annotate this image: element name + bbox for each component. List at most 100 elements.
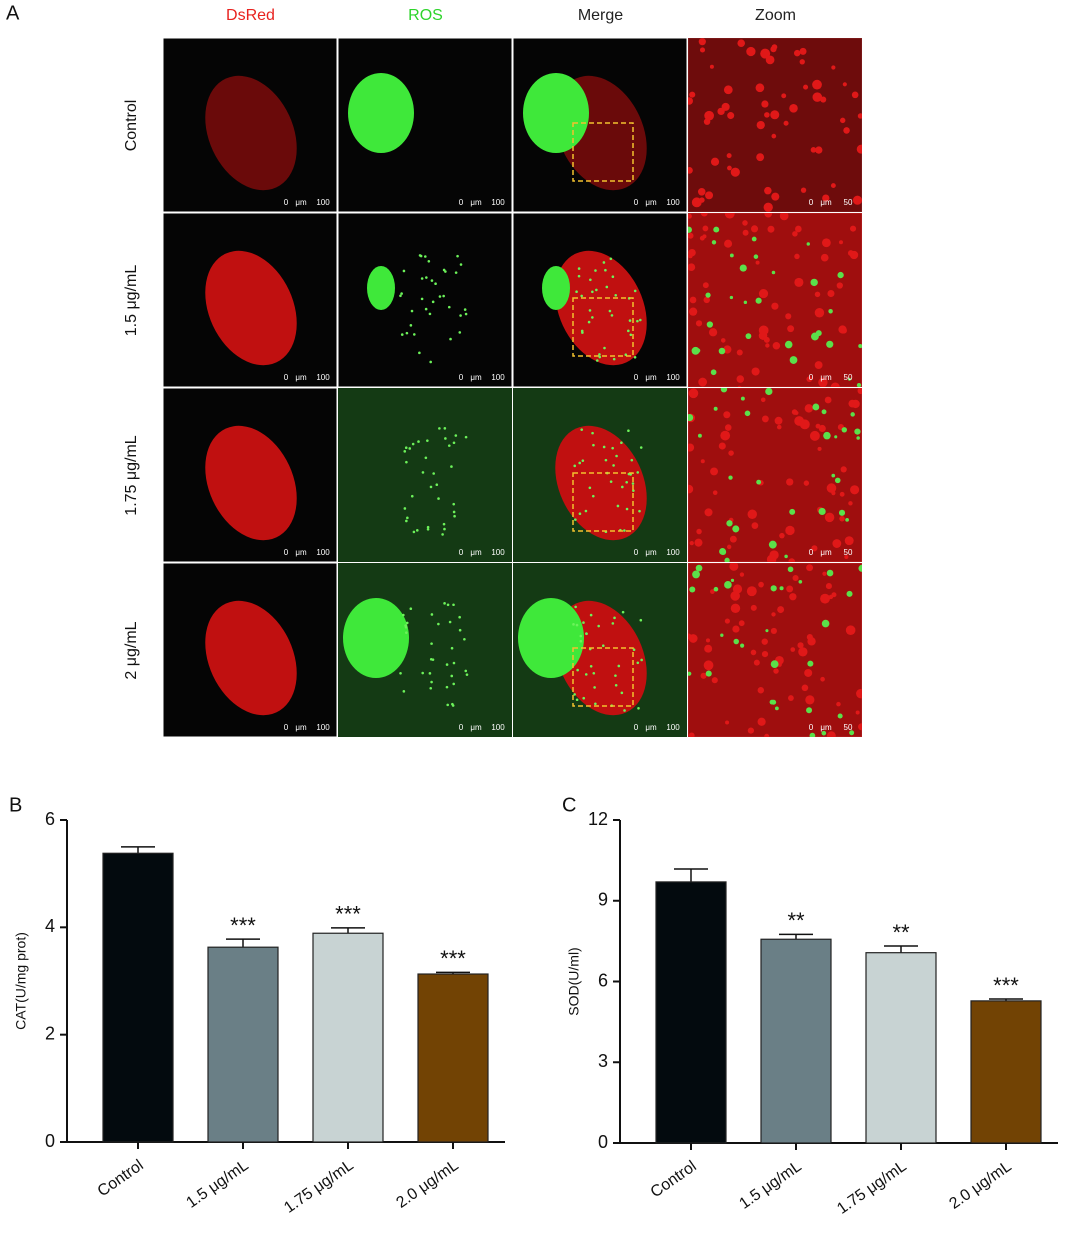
cell xyxy=(836,701,841,707)
ros-dot xyxy=(405,621,409,625)
ros-dot xyxy=(826,340,834,348)
ros-dot xyxy=(729,295,734,300)
ros-dot xyxy=(623,709,626,712)
bar xyxy=(207,946,279,1143)
ros-dot xyxy=(739,264,747,272)
ros-dot xyxy=(431,300,435,304)
ros-dot xyxy=(417,440,420,443)
ros-dot xyxy=(452,441,456,445)
ros-dot xyxy=(432,472,435,475)
ros-dot xyxy=(720,549,727,555)
micrograph: 0 μm 100 xyxy=(162,387,338,563)
ros-dot xyxy=(789,508,796,515)
ros-dot xyxy=(695,348,701,353)
ros-dot xyxy=(711,240,717,245)
cell xyxy=(844,554,849,560)
ros-dot xyxy=(430,279,434,282)
column-header: ROS xyxy=(408,7,443,24)
cell xyxy=(817,446,822,451)
ros-dot xyxy=(689,586,696,593)
scale-start: 0 xyxy=(284,548,289,557)
scale-length: 50 xyxy=(844,548,853,557)
scale-unit: μm xyxy=(470,548,482,557)
ros-dot xyxy=(604,458,608,462)
ros-dot xyxy=(445,685,449,689)
scale-start: 0 xyxy=(634,373,639,382)
ros-dot xyxy=(621,485,624,489)
ros-dot xyxy=(411,442,415,446)
tile-content xyxy=(542,250,647,366)
ros-dot xyxy=(633,289,637,293)
ros-dot xyxy=(720,633,724,637)
scale-length: 100 xyxy=(491,198,505,207)
ros-dot xyxy=(724,581,732,589)
ros-dot xyxy=(713,226,720,233)
ros-dot xyxy=(584,509,588,513)
scale-unit: μm xyxy=(820,723,832,732)
ros-dot xyxy=(577,274,581,278)
ros-dot xyxy=(574,518,577,521)
cell xyxy=(836,282,843,289)
micrograph: 0 μm 100 xyxy=(512,562,688,738)
cell xyxy=(779,213,789,221)
ros-dot xyxy=(806,707,813,714)
tile-content xyxy=(205,600,297,716)
cell xyxy=(764,112,770,118)
heart xyxy=(555,250,647,366)
ros-dot xyxy=(452,502,456,506)
cell xyxy=(746,586,757,597)
cell xyxy=(702,225,709,232)
cell xyxy=(794,277,804,287)
micrograph: 0 μm 50 xyxy=(687,562,863,738)
ros-dot xyxy=(575,698,579,702)
cell xyxy=(709,64,714,69)
ros-dot xyxy=(589,613,593,617)
scale-start: 0 xyxy=(459,723,464,732)
panel-label: B xyxy=(9,794,22,816)
cell xyxy=(830,183,836,189)
cell xyxy=(794,225,802,233)
y-axis-label: SOD(U/ml) xyxy=(566,947,582,1015)
cell xyxy=(720,338,726,343)
scale-unit: μm xyxy=(645,198,657,207)
cell xyxy=(761,650,769,658)
cell xyxy=(774,416,783,425)
cell xyxy=(849,225,857,232)
ros-dot xyxy=(429,686,433,690)
x-tick-label: 1.5 μg/mL xyxy=(183,1157,251,1212)
cell xyxy=(840,117,846,124)
cell xyxy=(696,528,702,535)
ros-dot xyxy=(464,435,468,439)
cell xyxy=(758,581,764,588)
ros-dot xyxy=(629,473,632,476)
ros-dot xyxy=(616,504,620,508)
cell xyxy=(724,213,735,219)
cell xyxy=(688,388,699,399)
ros-dot xyxy=(577,267,581,270)
ros-dot xyxy=(720,388,728,393)
cell xyxy=(747,727,755,734)
ros-dot xyxy=(421,671,424,675)
ros-dot xyxy=(697,433,702,438)
cell xyxy=(771,133,777,139)
cell xyxy=(704,644,713,653)
ros-dot xyxy=(598,353,601,356)
cell xyxy=(757,717,766,726)
cell xyxy=(820,676,825,682)
ros-dot xyxy=(403,507,407,510)
ros-dot xyxy=(602,445,606,449)
scale-length: 100 xyxy=(491,373,505,382)
ros-dot xyxy=(404,625,408,629)
cell xyxy=(703,118,711,125)
cell xyxy=(730,167,740,177)
cell xyxy=(792,574,799,582)
cell xyxy=(821,238,831,248)
ros-dot xyxy=(705,670,712,677)
ros-dot xyxy=(612,464,615,467)
ros-dot xyxy=(856,436,860,440)
bar xyxy=(760,938,832,1144)
cell xyxy=(811,545,818,552)
cell xyxy=(711,677,718,684)
ros-dot xyxy=(632,648,636,652)
